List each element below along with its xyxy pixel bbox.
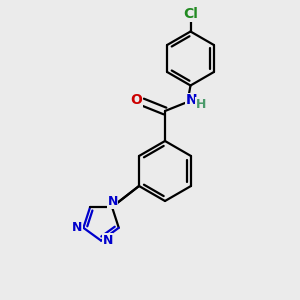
Text: N: N [107,195,118,208]
Text: N: N [103,233,113,247]
Text: Cl: Cl [183,7,198,21]
Text: H: H [196,98,206,111]
Text: O: O [130,94,142,107]
Text: N: N [186,94,198,107]
Text: N: N [72,221,82,234]
